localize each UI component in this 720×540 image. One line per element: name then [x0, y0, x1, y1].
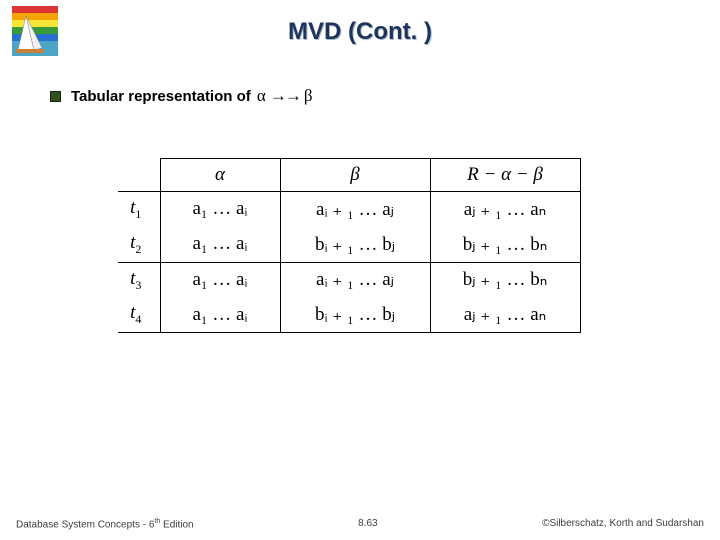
bullet-text: Tabular representation of α→→β — [71, 86, 315, 106]
row-label: t1 — [118, 192, 160, 227]
cell: a₁ … aᵢ — [160, 227, 280, 262]
slide-title: MVD (Cont. ) — [0, 18, 720, 46]
bullet-prefix: Tabular representation of — [71, 88, 255, 105]
cell: bⱼ ₊ ₁ … bₙ — [430, 262, 580, 297]
cell: a₁ … aᵢ — [160, 297, 280, 332]
cell: aᵢ ₊ ₁ … aⱼ — [280, 262, 430, 297]
bullet-item: Tabular representation of α→→β — [50, 86, 315, 106]
mvd-arrow-icon: →→ — [268, 86, 302, 105]
alpha-symbol: α — [255, 86, 268, 105]
header-r: R − α − β — [430, 159, 580, 192]
table-corner — [118, 159, 160, 192]
row-label: t3 — [118, 262, 160, 297]
footer-left: Database System Concepts - 6th Edition — [16, 518, 194, 530]
cell: a₁ … aᵢ — [160, 262, 280, 297]
row-label: t2 — [118, 227, 160, 262]
cell: bᵢ ₊ ₁ … bⱼ — [280, 227, 430, 262]
row-label: t4 — [118, 297, 160, 332]
header-beta: β — [280, 159, 430, 192]
footer-page-number: 8.63 — [358, 518, 377, 529]
slide: MVD (Cont. ) Tabular representation of α… — [0, 0, 720, 540]
square-bullet-icon — [50, 91, 61, 102]
header-alpha: α — [160, 159, 280, 192]
mvd-table: α β R − α − β t1 a₁ … aᵢ aᵢ ₊ ₁ … aⱼ aⱼ … — [118, 158, 581, 333]
cell: bᵢ ₊ ₁ … bⱼ — [280, 297, 430, 332]
footer: Database System Concepts - 6th Edition 8… — [0, 518, 720, 530]
cell: a₁ … aᵢ — [160, 192, 280, 227]
cell: aⱼ ₊ ₁ … aₙ — [430, 192, 580, 227]
cell: aⱼ ₊ ₁ … aₙ — [430, 297, 580, 332]
cell: bⱼ ₊ ₁ … bₙ — [430, 227, 580, 262]
footer-copyright: ©Silberschatz, Korth and Sudarshan — [542, 518, 704, 529]
beta-symbol: β — [302, 86, 315, 105]
cell: aᵢ ₊ ₁ … aⱼ — [280, 192, 430, 227]
